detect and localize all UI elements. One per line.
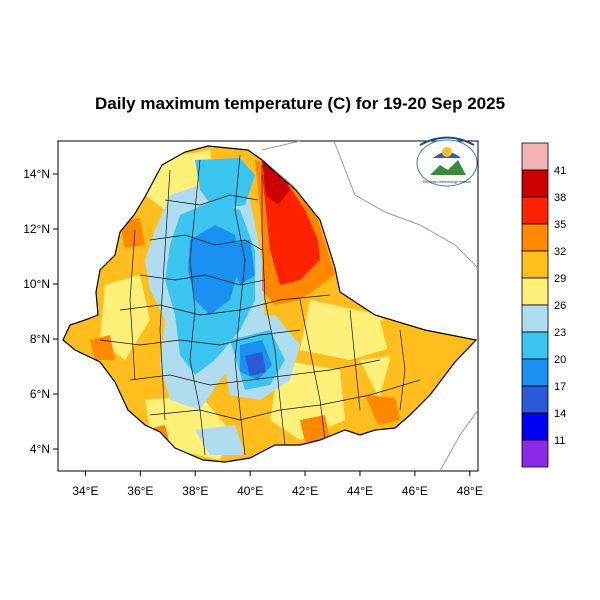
lat-tick-label: 14°N bbox=[23, 167, 50, 181]
colorbar: 41 38 35 32 29 26 23 20 17 14 11 bbox=[521, 142, 566, 468]
lon-tick-label: 42°E bbox=[292, 484, 318, 498]
colorbar-level-label: 14 bbox=[554, 408, 566, 420]
colorbar-swatch bbox=[521, 142, 549, 171]
lat-tick-label: 12°N bbox=[23, 222, 50, 236]
lon-tick-label: 48°E bbox=[457, 484, 483, 498]
colorbar-level-label: 23 bbox=[554, 327, 566, 339]
axis-ticks: 34°E 36°E 38°E 40°E 42°E 44°E 46°E 48°E 14°N 12°N… bbox=[23, 167, 483, 498]
colorbar-level-label: 20 bbox=[554, 354, 566, 366]
colorbar-level-label: 38 bbox=[554, 192, 566, 204]
colorbar-swatch bbox=[521, 277, 549, 306]
colorbar-swatch bbox=[521, 412, 549, 441]
colorbar-swatch bbox=[521, 304, 549, 333]
ethiopian-meteorology-logo: Ethiopian Meteorology Institute bbox=[416, 136, 478, 187]
colorbar-swatch bbox=[521, 358, 549, 387]
logo-caption: Ethiopian Meteorology Institute bbox=[423, 180, 471, 184]
colorbar-swatch bbox=[521, 385, 549, 414]
country-border bbox=[62, 145, 478, 463]
colorbar-level-label: 17 bbox=[554, 381, 566, 393]
lon-tick-label: 36°E bbox=[127, 484, 153, 498]
admin-boundaries bbox=[99, 154, 421, 456]
colorbar-level-label: 41 bbox=[554, 165, 566, 177]
colorbar-swatch bbox=[521, 196, 549, 225]
lat-tick-label: 10°N bbox=[23, 277, 50, 291]
map-title: Daily maximum temperature (C) for 19-20 … bbox=[94, 94, 506, 113]
lon-tick-label: 40°E bbox=[237, 484, 263, 498]
colorbar-swatch bbox=[521, 169, 549, 198]
colorbar-level-label: 29 bbox=[554, 273, 566, 285]
colorbar-level-label: 35 bbox=[554, 219, 566, 231]
colorbar-swatch bbox=[521, 439, 549, 468]
lon-tick-label: 46°E bbox=[402, 484, 428, 498]
colorbar-swatch bbox=[521, 223, 549, 252]
lon-tick-label: 38°E bbox=[182, 484, 208, 498]
colorbar-level-label: 32 bbox=[554, 246, 566, 258]
lat-tick-label: 8°N bbox=[30, 332, 50, 346]
lon-tick-label: 34°E bbox=[72, 484, 98, 498]
lat-tick-label: 4°N bbox=[30, 442, 50, 456]
lon-tick-label: 44°E bbox=[347, 484, 373, 498]
colorbar-level-label: 11 bbox=[554, 435, 565, 447]
colorbar-swatch bbox=[521, 250, 549, 279]
colorbar-swatch bbox=[521, 331, 549, 360]
colorbar-level-label: 26 bbox=[554, 300, 566, 312]
lat-tick-label: 6°N bbox=[30, 387, 50, 401]
